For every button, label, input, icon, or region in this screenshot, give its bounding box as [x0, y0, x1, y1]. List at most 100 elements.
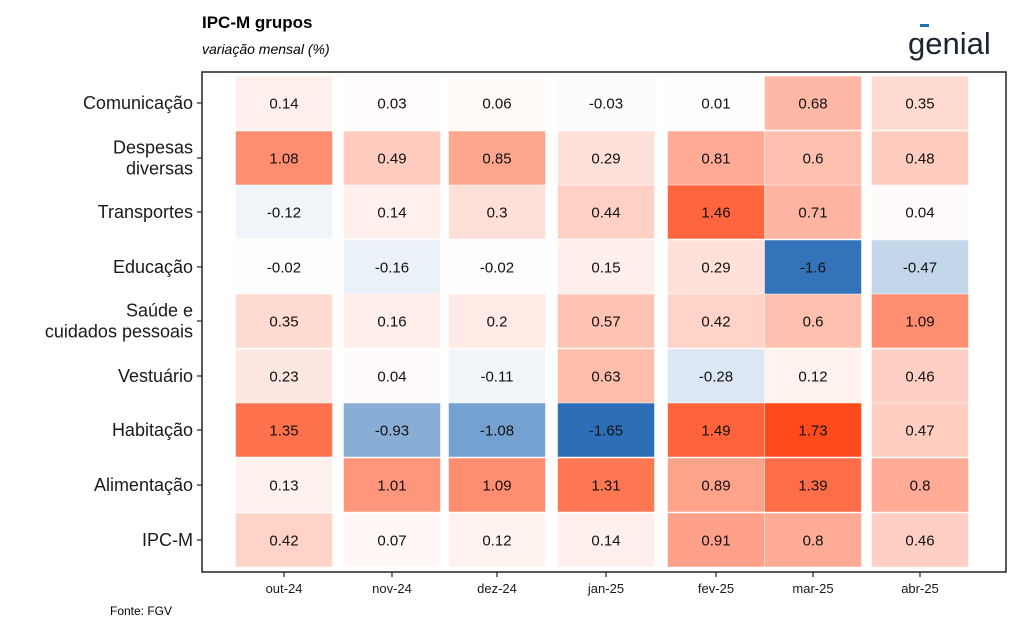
heatmap-cell-vestuario-fev-25: [667, 349, 765, 403]
cell-value-label: -0.28: [699, 369, 733, 386]
x-tick-label-dez-24: dez-24: [477, 581, 517, 596]
y-tick-label-alimentacao: Alimentação: [94, 475, 193, 495]
y-axis: Comunicação Despesas diversas Transportes Ed…: [45, 93, 202, 550]
cell-value-label: 0.6: [803, 151, 824, 168]
heatmap-cell-educacao-fev-25: [667, 240, 765, 294]
heatmap-cell-vestuario-mar-25: [764, 349, 862, 403]
chart-subtitle: variação mensal (%): [202, 41, 330, 57]
heatmap-cell-habitacao-nov-24: [343, 403, 441, 457]
heatmap-cell-habitacao-fev-25: [667, 403, 765, 457]
heatmap-cell-ipc-m-mar-25: [764, 513, 862, 567]
heatmap-cell-comunicacao-fev-25: [667, 76, 765, 130]
x-tick-label-fev-25: fev-25: [698, 581, 734, 596]
heatmap-cell-educacao-out-24: [235, 240, 333, 294]
cell-value-label: 0.3: [487, 205, 508, 222]
heatmap-cell-ipc-m-dez-24: [448, 513, 546, 567]
heatmap-cell-transportes-abr-25: [871, 185, 969, 239]
heatmap-cell-ipc-m-jan-25: [557, 513, 655, 567]
heatmap-cells: [235, 76, 969, 567]
cell-value-label: 0.12: [482, 533, 511, 550]
cell-value-label: 0.14: [591, 533, 620, 550]
cell-value-label: 1.08: [269, 151, 298, 168]
heatmap-cell-despesas-diversas-mar-25: [764, 131, 862, 185]
logo-wordmark: genial: [908, 26, 991, 61]
cell-value-label: 0.06: [482, 96, 511, 113]
heatmap-cell-saude-e-cuidados-pessoais-jan-25: [557, 294, 655, 348]
heatmap-cell-transportes-mar-25: [764, 185, 862, 239]
cell-value-label: 0.07: [377, 533, 406, 550]
x-tick-label-nov-24: nov-24: [372, 581, 412, 596]
cell-value-label: 0.48: [905, 151, 934, 168]
cell-value-label: 1.39: [798, 478, 827, 495]
plot-panel-border: [201, 71, 1007, 573]
cell-value-label: 1.73: [798, 423, 827, 440]
cell-value-label: 0.57: [591, 314, 620, 331]
cell-value-label: 0.04: [377, 369, 406, 386]
cell-value-label: -0.93: [375, 423, 409, 440]
cell-value-label: 0.2: [487, 314, 508, 331]
cell-value-label: -0.03: [589, 96, 623, 113]
heatmap-cell-alimentacao-jan-25: [557, 458, 655, 512]
heatmap-cell-despesas-diversas-nov-24: [343, 131, 441, 185]
heatmap-cell-saude-e-cuidados-pessoais-mar-25: [764, 294, 862, 348]
heatmap-cell-saude-e-cuidados-pessoais-dez-24: [448, 294, 546, 348]
heatmap-cell-transportes-nov-24: [343, 185, 441, 239]
cell-value-label: 0.71: [798, 205, 827, 222]
cell-value-label: 0.35: [269, 314, 298, 331]
heatmap-cell-vestuario-abr-25: [871, 349, 969, 403]
chart-title: IPC-M grupos: [202, 13, 313, 32]
heatmap-cell-ipc-m-fev-25: [667, 513, 765, 567]
heatmap-cell-comunicacao-abr-25: [871, 76, 969, 130]
y-tick-label-transportes: Transportes: [98, 202, 193, 222]
y-tick-label-despesas-diversas: Despesas diversas: [113, 138, 193, 179]
heatmap-cell-ipc-m-nov-24: [343, 513, 441, 567]
cell-value-label: 0.85: [482, 151, 511, 168]
heatmap-cell-alimentacao-out-24: [235, 458, 333, 512]
cell-value-label: 0.6: [803, 314, 824, 331]
cell-value-label: 0.04: [905, 205, 934, 222]
y-tick-label-educacao: Educação: [113, 257, 193, 277]
cell-value-label: 0.42: [269, 533, 298, 550]
cell-value-label: -0.16: [375, 260, 409, 277]
x-tick-label-abr-25: abr-25: [901, 581, 939, 596]
heatmap-cell-habitacao-dez-24: [448, 403, 546, 457]
x-tick-label-out-24: out-24: [266, 581, 303, 596]
cell-value-label: 1.46: [701, 205, 730, 222]
cell-value-label: 0.35: [905, 96, 934, 113]
logo-accent-mark: [920, 24, 929, 27]
heatmap-cell-comunicacao-out-24: [235, 76, 333, 130]
cell-value-label: 0.81: [701, 151, 730, 168]
heatmap-cell-alimentacao-mar-25: [764, 458, 862, 512]
heatmap-cell-saude-e-cuidados-pessoais-out-24: [235, 294, 333, 348]
cell-value-label: 0.15: [591, 260, 620, 277]
cell-value-label: -1.65: [589, 423, 623, 440]
cell-value-label: 0.46: [905, 369, 934, 386]
heatmap-cell-habitacao-mar-25: [764, 403, 862, 457]
heatmap-cell-saude-e-cuidados-pessoais-nov-24: [343, 294, 441, 348]
heatmap-cell-transportes-out-24: [235, 185, 333, 239]
heatmap-cell-educacao-dez-24: [448, 240, 546, 294]
heatmap-cell-comunicacao-jan-25: [557, 76, 655, 130]
cell-value-label: 1.09: [482, 478, 511, 495]
heatmap-cell-educacao-nov-24: [343, 240, 441, 294]
cell-value-label: 0.14: [377, 205, 406, 222]
cell-value-label: 0.63: [591, 369, 620, 386]
heatmap-cell-habitacao-out-24: [235, 403, 333, 457]
y-tick-label-comunicacao: Comunicação: [83, 93, 193, 113]
heatmap-cell-ipc-m-out-24: [235, 513, 333, 567]
y-tick-label-habitacao: Habitação: [112, 420, 193, 440]
heatmap-cell-saude-e-cuidados-pessoais-fev-25: [667, 294, 765, 348]
cell-value-label: 0.68: [798, 96, 827, 113]
cell-value-label: 0.12: [798, 369, 827, 386]
cell-value-label: -1.6: [800, 260, 826, 277]
heatmap-cell-despesas-diversas-jan-25: [557, 131, 655, 185]
heatmap-cell-comunicacao-dez-24: [448, 76, 546, 130]
heatmap-cell-transportes-dez-24: [448, 185, 546, 239]
heatmap-cell-educacao-abr-25: [871, 240, 969, 294]
cell-value-label: 0.89: [701, 478, 730, 495]
cell-value-label: -0.02: [267, 260, 301, 277]
heatmap-cell-despesas-diversas-fev-25: [667, 131, 765, 185]
cell-value-label: 1.49: [701, 423, 730, 440]
heatmap-cell-alimentacao-nov-24: [343, 458, 441, 512]
